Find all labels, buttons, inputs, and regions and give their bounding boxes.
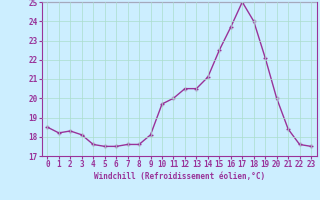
X-axis label: Windchill (Refroidissement éolien,°C): Windchill (Refroidissement éolien,°C) [94, 172, 265, 181]
